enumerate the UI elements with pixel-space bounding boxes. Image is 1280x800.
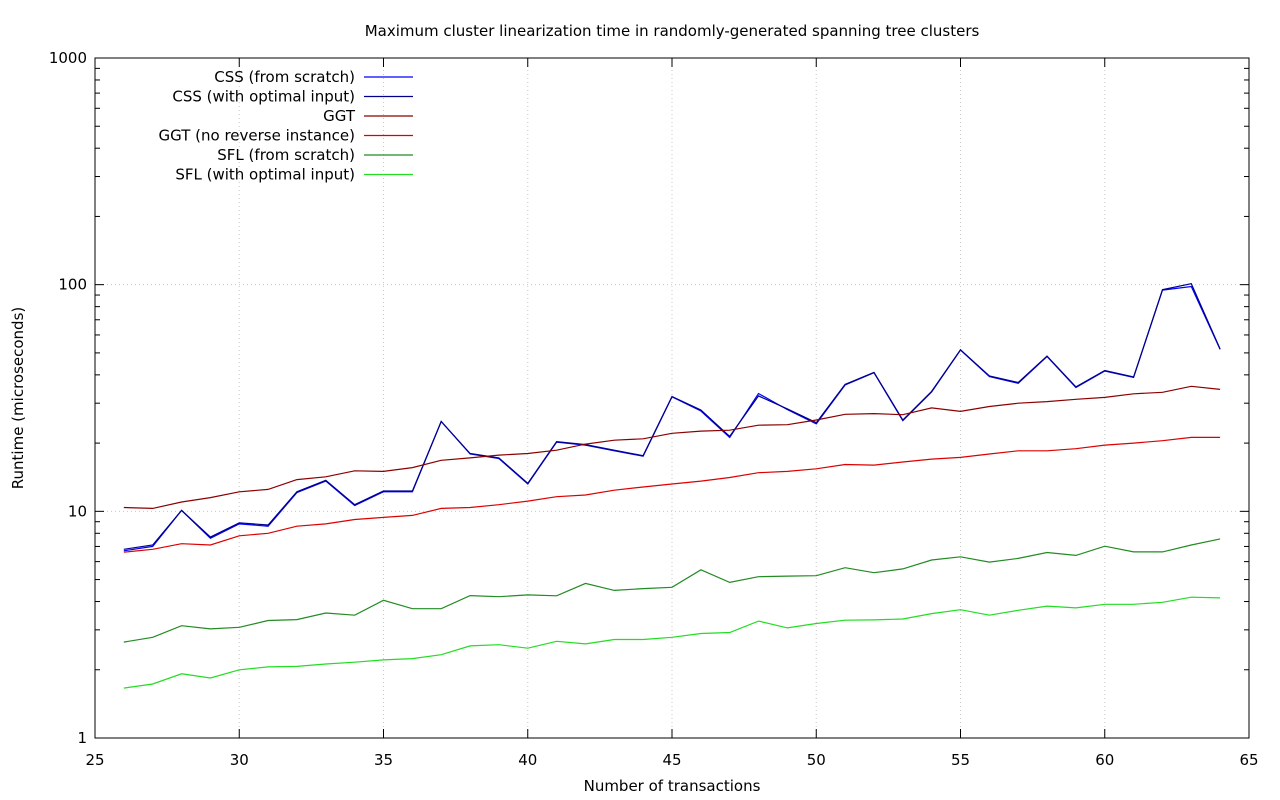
series-line-4 <box>123 538 1221 643</box>
y-tick-label: 1 <box>77 729 87 747</box>
x-axis-label: Number of transactions <box>584 777 761 795</box>
x-tick-label: 40 <box>518 751 537 769</box>
legend: CSS (from scratch) CSS (with optimal inpu… <box>159 68 413 184</box>
series-line-1 <box>123 283 1221 550</box>
x-tick-label: 35 <box>374 751 393 769</box>
x-tick-label: 45 <box>662 751 681 769</box>
y-tick-labels: 1 10 100 1000 <box>49 49 87 747</box>
chart-title: Maximum cluster linearization time in ra… <box>365 22 980 40</box>
legend-label: SFL (with optimal input) <box>175 166 355 184</box>
axis-ticks <box>94 57 1250 739</box>
series-line-3 <box>123 436 1221 553</box>
x-tick-label: 60 <box>1095 751 1114 769</box>
legend-label: SFL (from scratch) <box>217 146 355 164</box>
legend-label: CSS (with optimal input) <box>172 88 355 106</box>
x-tick-label: 50 <box>807 751 826 769</box>
legend-label: GGT <box>323 107 356 125</box>
x-tick-labels: 25 30 35 40 45 50 55 60 65 <box>85 751 1258 769</box>
legend-label: GGT (no reverse instance) <box>159 127 356 145</box>
y-axis-label: Runtime (microseconds) <box>9 307 27 489</box>
y-tick-label: 1000 <box>49 49 87 67</box>
y-tick-label: 100 <box>58 276 87 294</box>
x-tick-label: 30 <box>230 751 249 769</box>
series-line-5 <box>123 596 1221 689</box>
x-tick-label: 25 <box>85 751 104 769</box>
series-line-2 <box>123 385 1221 510</box>
series-lines <box>123 283 1221 689</box>
legend-label: CSS (from scratch) <box>214 68 355 86</box>
x-tick-label: 65 <box>1239 751 1258 769</box>
y-tick-label: 10 <box>68 502 87 520</box>
x-tick-label: 55 <box>951 751 970 769</box>
